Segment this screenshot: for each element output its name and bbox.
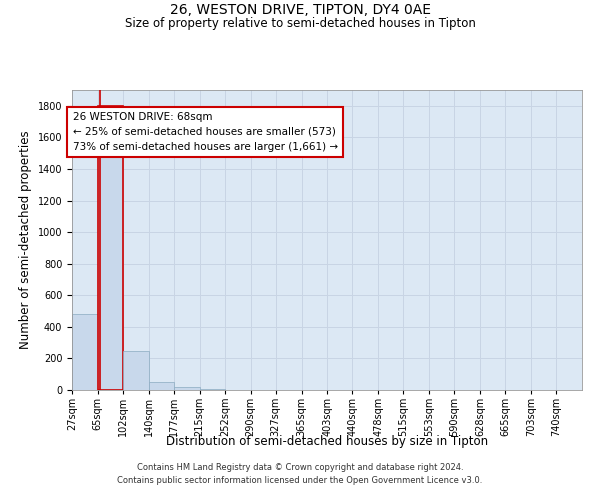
Text: Contains HM Land Registry data © Crown copyright and database right 2024.: Contains HM Land Registry data © Crown c… — [137, 464, 463, 472]
Bar — [200, 389, 225, 390]
Text: Size of property relative to semi-detached houses in Tipton: Size of property relative to semi-detach… — [125, 18, 475, 30]
Bar — [123, 350, 149, 390]
Text: 26, WESTON DRIVE, TIPTON, DY4 0AE: 26, WESTON DRIVE, TIPTON, DY4 0AE — [170, 2, 431, 16]
Bar — [174, 387, 200, 390]
Text: 26 WESTON DRIVE: 68sqm
← 25% of semi-detached houses are smaller (573)
73% of se: 26 WESTON DRIVE: 68sqm ← 25% of semi-det… — [73, 112, 338, 152]
Bar — [72, 314, 98, 390]
Bar — [149, 382, 174, 390]
Text: Contains public sector information licensed under the Open Government Licence v3: Contains public sector information licen… — [118, 476, 482, 485]
Text: Distribution of semi-detached houses by size in Tipton: Distribution of semi-detached houses by … — [166, 435, 488, 448]
Y-axis label: Number of semi-detached properties: Number of semi-detached properties — [19, 130, 32, 350]
Bar — [98, 106, 123, 390]
